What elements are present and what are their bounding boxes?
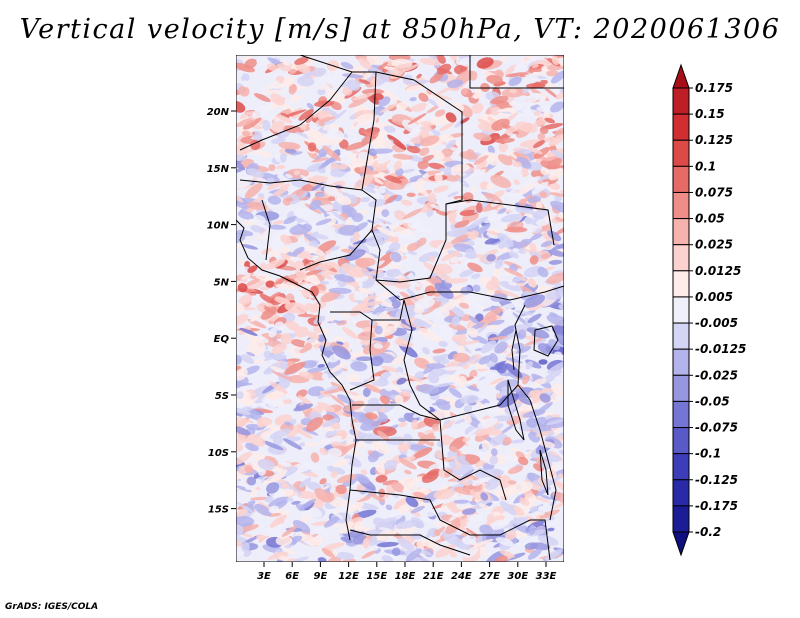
colorbar-label: 0.175 — [695, 81, 733, 95]
colorbar-segment — [672, 244, 690, 272]
lon-tick-label: 12E — [338, 571, 359, 582]
coastline-west — [236, 219, 357, 541]
colorbar-label: 0.1 — [695, 159, 716, 173]
colorbar-bottom-arrow — [672, 531, 690, 557]
country-borders — [236, 55, 564, 561]
plot-title: Vertical velocity [m/s] at 850hPa, VT: 2… — [19, 14, 781, 45]
border-5 — [261, 199, 271, 261]
border-8 — [375, 279, 564, 301]
colorbar-label: 0.05 — [695, 212, 725, 226]
colorbar-label: -0.005 — [695, 316, 738, 330]
border-12 — [349, 319, 375, 391]
latitude-axis: 20N 15N 10N 5N EQ 5S 10S 15S — [207, 107, 236, 516]
longitude-axis: 3E 6E 9E 12E 15E 18E 21E 24E 27E 30E 33E — [257, 562, 557, 582]
colorbar-label: 0.15 — [695, 107, 725, 121]
colorbar-segment — [672, 453, 690, 481]
lon-tick-label: 15E — [366, 571, 387, 582]
colorbar-label: 0.075 — [695, 185, 733, 199]
map-plot-area — [236, 55, 564, 562]
colorbar-label: -0.05 — [695, 394, 730, 408]
border-2 — [239, 71, 353, 151]
colorbar-label: -0.175 — [695, 499, 738, 513]
colorbar-segment — [672, 348, 690, 376]
colorbar-segment — [672, 400, 690, 429]
colorbar-label: -0.0125 — [695, 342, 746, 356]
lat-tick-label: 10S — [208, 448, 229, 459]
colorbar-segment — [672, 165, 690, 193]
colorbar-label: -0.025 — [695, 368, 738, 382]
colorbar-label: 0.0125 — [695, 264, 741, 278]
lake-malawi — [539, 449, 549, 496]
lat-tick-label: 15S — [208, 505, 229, 516]
lon-tick-label: 21E — [423, 571, 444, 582]
colorbar-segment — [672, 296, 690, 324]
lon-tick-label: 6E — [285, 571, 299, 582]
colorbar-label: -0.075 — [695, 421, 738, 435]
lon-tick-label: 30E — [507, 571, 528, 582]
border-13 — [352, 404, 507, 501]
grads-credit: GrADS: IGES/COLA — [5, 602, 99, 612]
colorbar-label: 0.025 — [695, 238, 733, 252]
colorbar-segment — [672, 191, 690, 220]
colorbar-segment — [672, 479, 690, 507]
colorbar-label: 0.005 — [695, 290, 733, 304]
lat-tick-label: 5S — [215, 391, 229, 402]
border-9 — [469, 55, 564, 89]
colorbar-segment — [672, 374, 690, 402]
lat-tick-label: 5N — [214, 277, 230, 288]
colorbar-label: -0.1 — [695, 447, 721, 461]
lat-tick-label: 10N — [207, 221, 230, 232]
border-3 — [299, 71, 377, 271]
border-17 — [517, 384, 557, 521]
border-16 — [349, 529, 471, 556]
lon-tick-label: 27E — [479, 571, 500, 582]
lake-victoria — [533, 325, 559, 357]
colorbar-segment — [672, 322, 690, 350]
colorbar-label: -0.125 — [695, 473, 738, 487]
lon-tick-label: 9E — [314, 571, 328, 582]
colorbar-segment — [672, 270, 690, 298]
lon-tick-label: 18E — [395, 571, 416, 582]
colorbar-label: -0.2 — [695, 525, 721, 539]
colorbar-label: 0.125 — [695, 133, 733, 147]
colorbar-segment — [672, 427, 690, 455]
colorbar-segment — [672, 218, 690, 246]
colorbar-segment — [672, 505, 690, 533]
lon-tick-label: 33E — [536, 571, 557, 582]
rift-west — [511, 329, 517, 371]
colorbar: 0.175 0.15 0.125 0.1 0.075 0.05 0.025 0.0125 0.0… — [672, 63, 746, 557]
border-4 — [239, 179, 363, 191]
colorbar-top-arrow — [672, 63, 690, 89]
border-11 — [403, 299, 526, 421]
colorbar-segment — [672, 139, 690, 167]
lon-tick-label: 3E — [257, 571, 271, 582]
lat-tick-label: EQ — [214, 334, 230, 345]
colorbar-segment — [672, 113, 690, 141]
lat-tick-label: 20N — [207, 107, 230, 118]
lon-tick-label: 24E — [451, 571, 472, 582]
border-7 — [371, 229, 447, 283]
lake-tanganyika — [507, 379, 525, 441]
border-6 — [445, 199, 555, 246]
lat-tick-label: 15N — [207, 164, 230, 175]
border-14 — [349, 489, 551, 561]
colorbar-segment — [672, 87, 690, 115]
